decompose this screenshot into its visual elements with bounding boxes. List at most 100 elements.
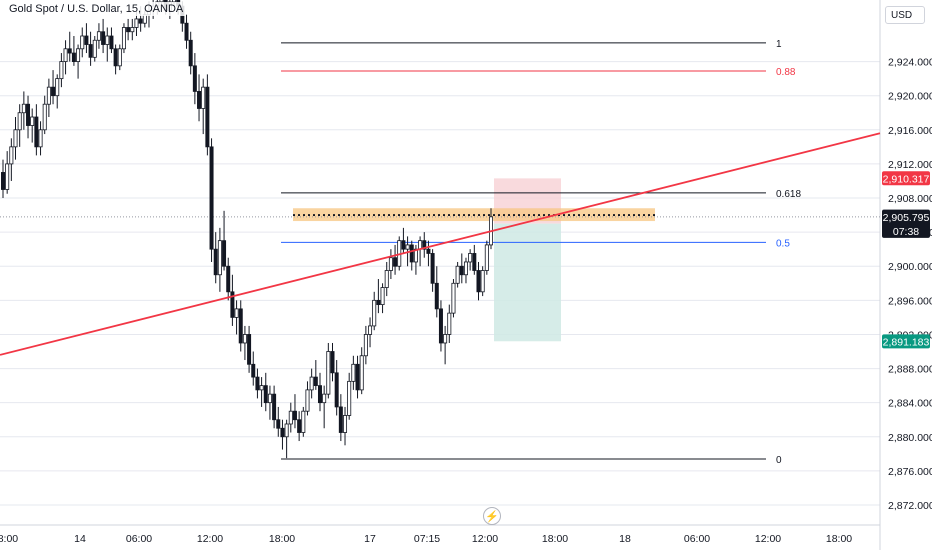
candle [434, 266, 439, 318]
candle-body [197, 91, 202, 109]
candle [226, 257, 231, 301]
candle [388, 249, 393, 280]
candle [455, 261, 460, 288]
candle [121, 23, 126, 54]
candle-body [330, 351, 335, 374]
candle [5, 151, 10, 194]
candle-body [263, 385, 268, 404]
candle [343, 406, 348, 446]
candle-body [422, 240, 427, 250]
candle [242, 325, 247, 361]
candle-body [242, 334, 247, 344]
candle-body [438, 308, 443, 344]
candle-body [405, 244, 410, 250]
lightning-icon[interactable]: ⚡ [483, 507, 501, 525]
candle-body [188, 39, 193, 67]
candle-body [213, 248, 218, 276]
candle [292, 394, 297, 429]
candle [330, 342, 335, 382]
symbol-title[interactable]: Gold Spot / U.S. Dollar, 15, OANDA [6, 2, 187, 16]
candle-body [388, 257, 393, 271]
candle-body [17, 112, 22, 131]
candle [55, 74, 60, 109]
candle-body [317, 385, 322, 404]
candle [209, 138, 214, 262]
candle [109, 27, 114, 54]
candle-body [42, 103, 47, 131]
candle [355, 355, 360, 399]
candle-body [451, 282, 456, 314]
candle-body [376, 299, 381, 306]
candle [430, 249, 435, 292]
fib-level-label: 0 [776, 455, 782, 466]
candle [359, 347, 364, 395]
y-tick-label: 2,920.000 [888, 91, 932, 103]
candle [401, 227, 406, 254]
y-tick-label: 2,896.000 [888, 295, 932, 307]
candle [351, 355, 356, 390]
candle [113, 44, 118, 75]
candle-body [226, 265, 231, 293]
candle [301, 406, 306, 437]
candle-body [368, 325, 373, 335]
candle-body [280, 427, 285, 438]
candle-body [259, 385, 264, 391]
x-tick-label: 18 [619, 533, 631, 545]
candle [259, 377, 264, 407]
candle-body [338, 406, 343, 433]
x-tick-label: 17 [364, 533, 376, 545]
x-tick-label: 12:00 [755, 533, 781, 545]
candle [280, 419, 285, 450]
candle-body [92, 39, 97, 58]
candle [217, 227, 222, 292]
currency-selector[interactable]: USD [885, 6, 925, 24]
candle-body [297, 419, 302, 433]
candle-body [326, 351, 331, 395]
y-tick-label: 2,876.000 [888, 466, 932, 478]
candle-body [105, 35, 110, 45]
x-tick-label: 18:00 [542, 533, 568, 545]
trendline [0, 132, 881, 356]
candle [130, 18, 135, 41]
candle-body [59, 61, 64, 80]
candle-body [393, 257, 398, 267]
candle [480, 266, 485, 297]
candle-body [459, 265, 464, 276]
candle [13, 117, 18, 160]
price-tag-label: 2,910.317 [883, 173, 930, 185]
candle-body [284, 423, 289, 438]
candle [363, 325, 368, 365]
candle [380, 283, 385, 314]
candle-body [5, 163, 10, 190]
candle-body [347, 380, 352, 416]
candle [338, 394, 343, 442]
y-tick-label: 2,924.000 [888, 57, 932, 69]
x-tick-label: 18:00 [826, 533, 852, 545]
candle [192, 53, 197, 105]
candle-body [322, 393, 327, 404]
candle-body [305, 389, 310, 412]
candle [317, 372, 322, 412]
candle [0, 159, 6, 199]
candle-body [205, 86, 210, 148]
candle [96, 23, 101, 49]
candle-body [384, 270, 389, 288]
candle [188, 31, 193, 75]
candle [17, 104, 22, 147]
candle [230, 274, 235, 326]
candle-body [480, 270, 485, 293]
candle-body [126, 27, 131, 33]
candle-body [222, 240, 227, 267]
candle [438, 300, 443, 352]
candle [313, 360, 318, 390]
candle [42, 95, 47, 135]
candle-body [13, 129, 18, 148]
candle [234, 300, 239, 335]
candle [184, 14, 189, 49]
candle-body [76, 48, 81, 62]
candle-body [355, 363, 360, 391]
candle [368, 317, 373, 348]
x-tick-label: 12:00 [472, 533, 498, 545]
